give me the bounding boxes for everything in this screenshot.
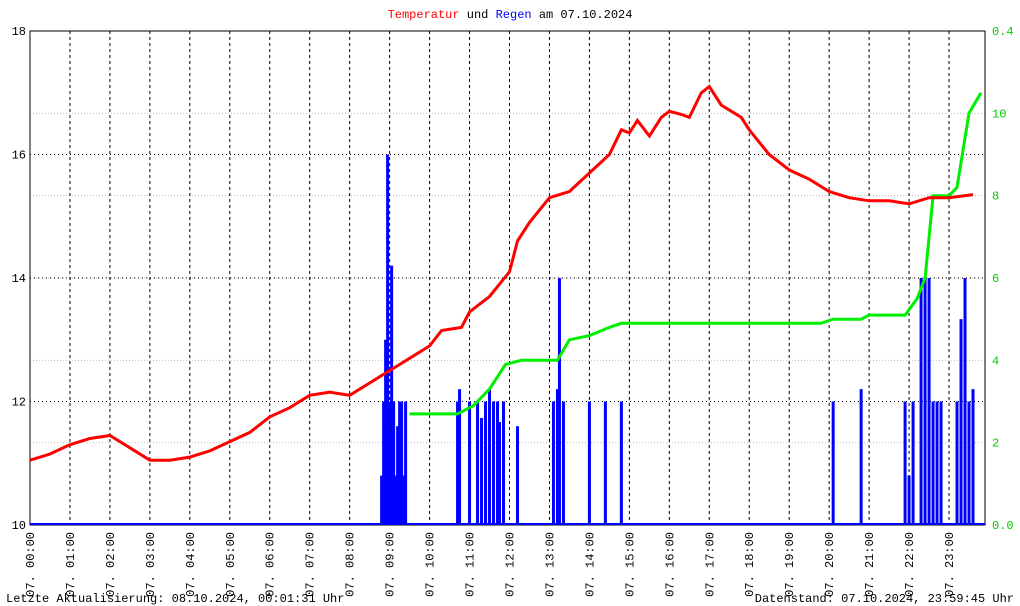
x-tick-label: 07. 12:00	[503, 532, 517, 597]
y2-tick-label: 6	[992, 272, 999, 286]
rain-bar	[935, 401, 939, 525]
rain-bar	[488, 389, 492, 525]
rain-bar	[388, 401, 392, 525]
rain-bar	[931, 401, 935, 525]
rain-bar	[400, 401, 404, 525]
x-tick-label: 07. 15:00	[623, 532, 637, 597]
rain-bar	[555, 389, 559, 525]
x-tick-label: 07. 10:00	[424, 532, 438, 597]
footer-right: Datenstand: 07.10.2024, 23:59:45 Uhr	[755, 592, 1014, 606]
x-tick-label: 07. 02:00	[104, 532, 118, 597]
x-tick-label: 07. 07:00	[304, 532, 318, 597]
rain-bar	[831, 401, 835, 525]
rain-bar	[502, 401, 506, 525]
x-tick-label: 07. 03:00	[144, 532, 158, 597]
chart-title: Temperatur und Regen am 07.10.2024	[388, 8, 633, 22]
y-tick-label: 12	[12, 396, 26, 410]
rain-bar	[515, 426, 519, 525]
rain-bar	[476, 401, 480, 525]
rain-bar	[456, 401, 460, 525]
rain-bar	[587, 401, 591, 525]
x-tick-label: 07. 06:00	[264, 532, 278, 597]
x-tick-label: 07. 08:00	[344, 532, 358, 597]
rain-bar	[919, 278, 923, 525]
x-tick-label: 07. 09:00	[384, 532, 398, 597]
x-tick-label: 07. 17:00	[703, 532, 717, 597]
rain-bar	[480, 417, 484, 525]
rain-bar	[496, 401, 500, 525]
rain-bar	[561, 401, 565, 525]
x-tick-label: 07. 22:00	[903, 532, 917, 597]
rain-bar	[619, 401, 623, 525]
rain-bar	[971, 389, 975, 525]
title-suffix: am 07.10.2024	[539, 8, 633, 22]
rain-bar	[498, 422, 502, 525]
x-tick-label: 07. 21:00	[863, 532, 877, 597]
rain-bar	[955, 401, 959, 525]
rain-bar	[903, 401, 907, 525]
rain-bar	[404, 401, 408, 525]
y2-tick-label: 10	[992, 107, 1006, 121]
x-tick-label: 07. 05:00	[224, 532, 238, 597]
y-tick-label: 16	[12, 149, 26, 163]
x-tick-label: 07. 16:00	[663, 532, 677, 597]
rain-bar	[859, 389, 863, 525]
x-tick-label: 07. 14:00	[583, 532, 597, 597]
rain-bar	[396, 426, 400, 525]
line	[29, 84, 974, 462]
title-temp: Temperatur	[388, 8, 460, 22]
y-tick-label: 18	[12, 25, 26, 39]
x-tick-label: 07. 18:00	[743, 532, 757, 597]
rain-bar	[458, 389, 462, 525]
rain-bar	[551, 401, 555, 525]
title-connector: und	[467, 8, 489, 22]
y2-tick-label: 4	[992, 354, 999, 368]
x-tick-label: 07. 04:00	[184, 532, 198, 597]
rain-bar	[392, 401, 396, 525]
rain-bar	[492, 401, 496, 525]
title-rain: Regen	[496, 8, 532, 22]
rain-bar	[402, 475, 406, 525]
y2-tick-label: 2	[992, 437, 999, 451]
rain-bar	[907, 475, 911, 525]
rain-bar	[939, 401, 943, 525]
rain-bar	[911, 401, 915, 525]
y2-tick-label: 0.0	[992, 519, 1014, 533]
rain-bar	[959, 319, 963, 525]
rain-bar	[394, 475, 398, 525]
rain-bar	[963, 278, 967, 525]
rain-bar	[384, 339, 388, 525]
x-tick-label: 07. 11:00	[464, 532, 478, 597]
rain-bar	[386, 154, 390, 525]
footer-left: Letzte Aktualisierung: 08.10.2024, 00:01…	[6, 592, 344, 606]
rain-bar	[967, 401, 971, 525]
rain-bar	[390, 265, 394, 525]
rain-bar	[398, 401, 402, 525]
rain-bar	[380, 475, 384, 525]
y-tick-label: 10	[12, 519, 26, 533]
y2-tick-label: 8	[992, 190, 999, 204]
x-tick-label: 07. 00:00	[24, 532, 38, 597]
x-tick-label: 07. 13:00	[543, 532, 557, 597]
rain-bar	[382, 401, 386, 525]
y-tick-label: 14	[12, 272, 26, 286]
y2-top-label: 0.4	[992, 25, 1014, 39]
line	[409, 92, 983, 416]
rain-bar	[468, 401, 472, 525]
rain-bar	[603, 401, 607, 525]
rain-bar	[927, 278, 931, 525]
x-tick-label: 07. 01:00	[64, 532, 78, 597]
rain-bar	[484, 401, 488, 525]
x-tick-label: 07. 23:00	[943, 532, 957, 597]
x-tick-label: 07. 19:00	[783, 532, 797, 597]
rain-bar	[557, 278, 561, 525]
rain-bar	[923, 278, 927, 525]
x-tick-label: 07. 20:00	[823, 532, 837, 597]
